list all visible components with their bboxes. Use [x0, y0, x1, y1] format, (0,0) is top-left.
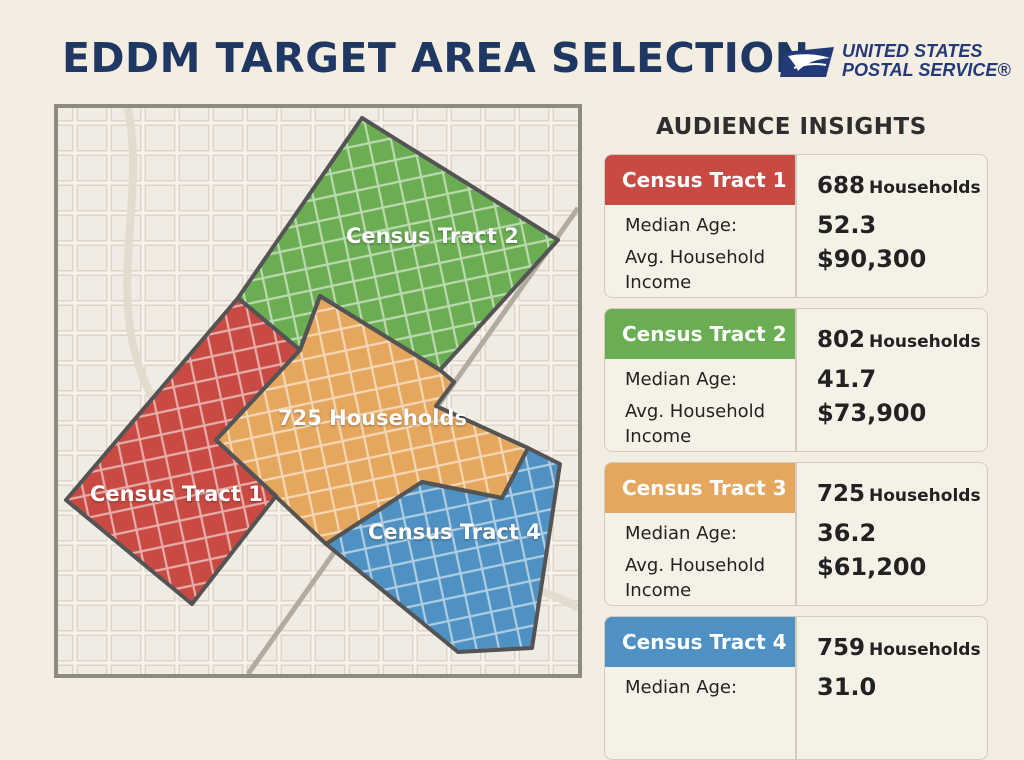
tract-1-area-grid [66, 298, 300, 604]
tract-2-label: Census Tract 2 [346, 224, 519, 248]
median-age-value: 36.2 [817, 519, 877, 547]
median-age-label: Median Age: [625, 215, 738, 236]
card-divider [795, 463, 797, 605]
usps-eagle-icon [780, 47, 834, 77]
income-label: Avg. Household Income [625, 247, 766, 293]
median-age-value: 31.0 [817, 673, 877, 701]
tract-card[interactable]: Census Tract 1 688 Households Median Age:… [604, 154, 988, 298]
households-stat: 759 Households [817, 635, 981, 661]
median-age-label: Median Age: [625, 677, 738, 698]
tract-4-label: Census Tract 4 [368, 520, 541, 544]
tract-card[interactable]: Census Tract 2 802 Households Median Age:… [604, 308, 988, 452]
households-stat: 688 Households [817, 173, 981, 199]
tract-1-label: Census Tract 1 [90, 482, 263, 506]
households-stat: 802 Households [817, 327, 981, 353]
median-age-label: Median Age: [625, 369, 738, 390]
income-value: $61,200 [817, 553, 927, 581]
median-age-label: Median Age: [625, 523, 738, 544]
card-divider [795, 155, 797, 297]
tract-card[interactable]: Census Tract 3 725 Households Median Age:… [604, 462, 988, 606]
tract-card-header: Census Tract 1 [605, 155, 795, 205]
households-stat: 725 Households [817, 481, 981, 507]
card-divider [795, 617, 797, 759]
income-label: Avg. Household Income [625, 555, 766, 601]
tract-2-area-grid [238, 118, 558, 370]
tract-card[interactable]: Census Tract 4 759 Households Median Age:… [604, 616, 988, 760]
map-canvas [58, 108, 578, 674]
tract-card-header: Census Tract 2 [605, 309, 795, 359]
audience-insights-title: AUDIENCE INSIGHTS [656, 114, 927, 140]
median-age-value: 41.7 [817, 365, 877, 393]
usps-wordmark: UNITED STATES POSTAL SERVICE® [842, 41, 1011, 80]
income-value: $90,300 [817, 245, 927, 273]
income-value: $73,900 [817, 399, 927, 427]
median-age-value: 52.3 [817, 211, 877, 239]
card-divider [795, 309, 797, 451]
usps-logo: UNITED STATES POSTAL SERVICE® [780, 40, 1011, 88]
tract-card-header: Census Tract 3 [605, 463, 795, 513]
income-label: Avg. Household Income [625, 401, 766, 447]
eddm-map[interactable]: Census Tract 2 725 Households Census Tra… [54, 104, 582, 678]
tract-3-label: 725 Households [278, 406, 467, 430]
page-title: EDDM TARGET AREA SELECTION [62, 34, 810, 82]
tract-card-header: Census Tract 4 [605, 617, 795, 667]
